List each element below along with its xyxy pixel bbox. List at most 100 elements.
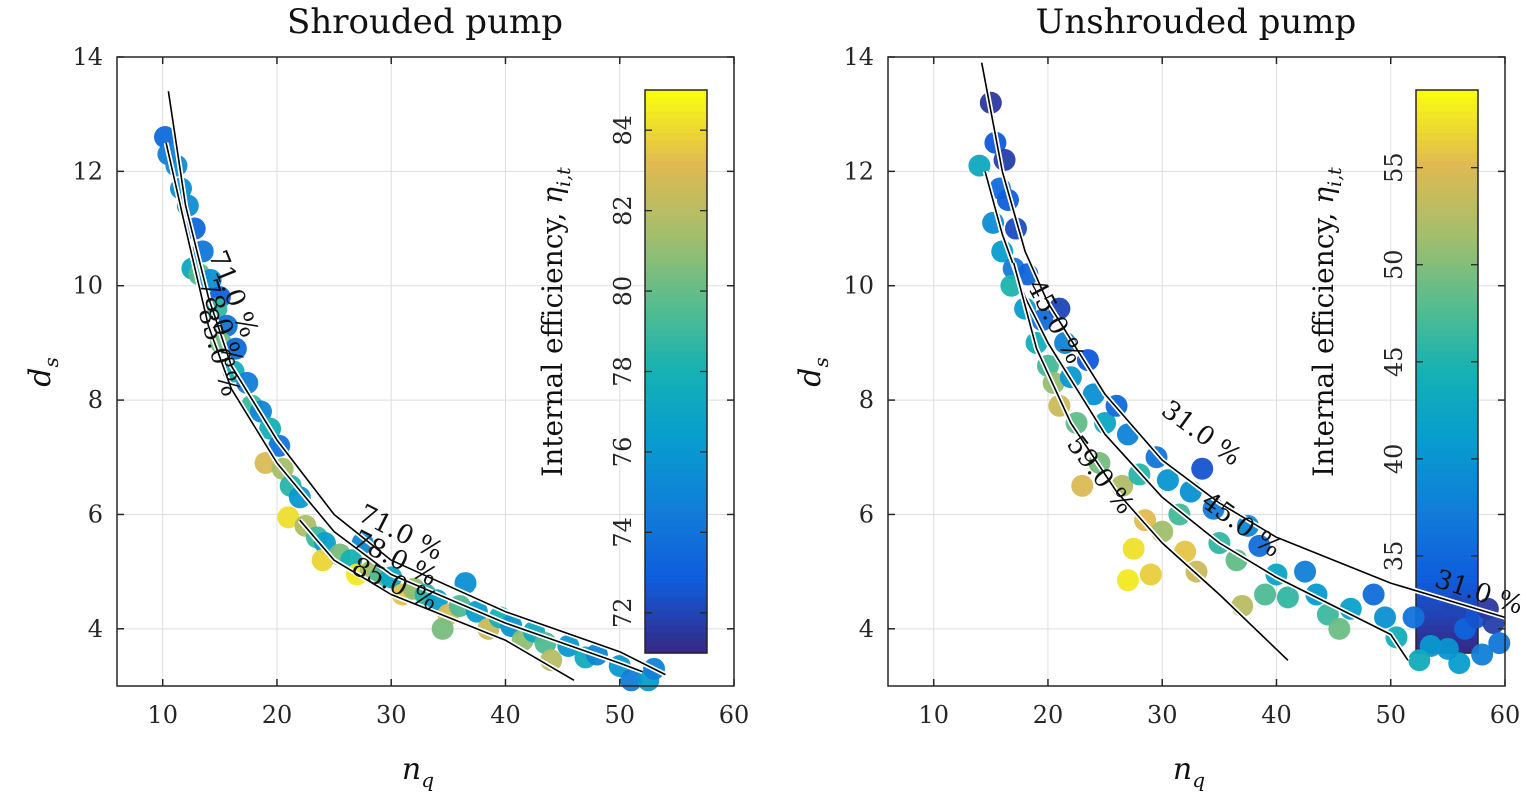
colorbar-segment (645, 287, 707, 295)
colorbar-segment (645, 202, 707, 211)
colorbar-segment (645, 547, 707, 556)
colorbar-segment (645, 378, 707, 387)
colorbar-segment (1416, 280, 1478, 288)
colorbar-segment (645, 209, 707, 218)
colorbar-segment (1416, 251, 1478, 260)
colorbar-segment (1416, 258, 1478, 267)
colorbar-segment (1416, 202, 1478, 211)
colorbar-segment (1416, 378, 1478, 387)
data-point (313, 532, 336, 555)
colorbar-segment (645, 427, 707, 436)
x-axis-label: nq (402, 752, 434, 792)
colorbar-segment (1416, 575, 1478, 584)
colorbar-segment (1416, 455, 1478, 464)
colorbar-segment (1416, 406, 1478, 415)
colorbar-segment (1416, 322, 1478, 330)
colorbar-segment (645, 519, 707, 527)
colorbar-segment (645, 455, 707, 464)
data-point (431, 617, 454, 640)
colorbar-segment (1416, 561, 1478, 570)
colorbar-segment (1416, 287, 1478, 295)
colorbar-segment (645, 294, 707, 302)
colorbar-segment (1416, 223, 1478, 232)
colorbar-segment (645, 491, 707, 499)
colorbar-segment (1416, 554, 1478, 563)
y-tick-label: 4 (88, 615, 103, 643)
x-tick-label: 40 (1261, 701, 1292, 729)
colorbar-segment (1416, 315, 1478, 323)
colorbar-segment (1416, 350, 1478, 359)
colorbar-segment (645, 484, 707, 492)
colorbar-label: Internal efficiency, ηi,t (536, 167, 575, 477)
contour-line (299, 519, 575, 681)
colorbar-segment (645, 237, 707, 246)
colorbar-segment (645, 244, 707, 253)
colorbar-segment (645, 477, 707, 485)
colorbar-segment (645, 470, 707, 478)
colorbar-segment (645, 624, 707, 633)
colorbar-segment (1416, 181, 1478, 190)
colorbar-segment (1416, 265, 1478, 274)
colorbar-segment (1416, 385, 1478, 394)
colorbar-segment (1416, 111, 1478, 119)
data-point (1328, 617, 1351, 640)
axis-ticks: 10 20 30 40 50 60 4 6 8 10 12 14 (843, 43, 1520, 729)
chart-title: Shrouded pump (287, 2, 563, 42)
data-point (1408, 649, 1431, 672)
colorbar-segment (1416, 533, 1478, 541)
colorbar-segment (645, 434, 707, 443)
data-point (1122, 537, 1145, 560)
colorbar-segment (1416, 132, 1478, 140)
colorbar-segment (645, 111, 707, 119)
colorbar-segment (1416, 188, 1478, 197)
colorbar-segment (1416, 230, 1478, 239)
colorbar-segment (645, 638, 707, 647)
data-point (1191, 457, 1214, 480)
y-axis-label: ds (23, 357, 63, 386)
colorbar-segment (1416, 477, 1478, 485)
colorbar-segment (645, 188, 707, 197)
colorbar-segment (645, 631, 707, 640)
colorbar-segment (645, 357, 707, 366)
data-point (1471, 643, 1494, 666)
colorbar-segment (645, 167, 707, 176)
colorbar-segment (1416, 448, 1478, 457)
colorbar-segment (1416, 392, 1478, 401)
colorbar-segment (645, 315, 707, 323)
colorbar-segment (645, 139, 707, 147)
colorbar-segment (645, 589, 707, 598)
data-point (1236, 514, 1259, 537)
colorbar-segment (645, 575, 707, 584)
colorbar-segment (645, 610, 707, 619)
colorbar-segment (1416, 519, 1478, 527)
x-tick-label: 30 (376, 701, 407, 729)
colorbar-segment (645, 146, 707, 154)
colorbar-segment (645, 322, 707, 330)
colorbar-segment (645, 153, 707, 161)
colorbar-segment (645, 561, 707, 570)
data-point (1276, 586, 1299, 609)
colorbar-segment (645, 329, 707, 337)
colorbar-segment (1416, 505, 1478, 513)
colorbar-segment (645, 364, 707, 373)
contour-lines (163, 90, 667, 683)
colorbar-segment (645, 230, 707, 239)
x-tick-label: 60 (1490, 701, 1521, 729)
colorbar-segment (645, 258, 707, 267)
colorbar-segment (1416, 125, 1478, 133)
colorbar-segment (1416, 336, 1478, 344)
colorbar-segment (1416, 441, 1478, 450)
data-point (277, 506, 300, 529)
colorbar-segment (1416, 526, 1478, 534)
colorbar-segment (645, 371, 707, 380)
colorbar-segment (645, 216, 707, 225)
colorbar-segment (645, 392, 707, 401)
colorbar-tick-label: 80 (609, 276, 637, 307)
colorbar-segment (1416, 462, 1478, 471)
x-axis-label: nq (1173, 752, 1205, 792)
colorbar-segment (645, 90, 707, 98)
colorbar-segment (645, 526, 707, 534)
colorbar-segment (645, 645, 707, 654)
colorbar-segment (1416, 484, 1478, 492)
